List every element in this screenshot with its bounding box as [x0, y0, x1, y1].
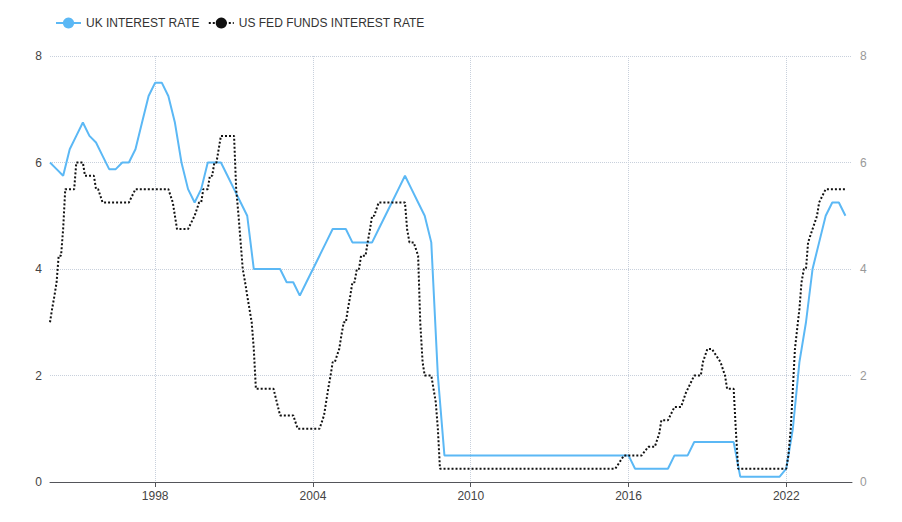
- svg-text:6: 6: [35, 156, 42, 170]
- svg-text:UK INTEREST RATE: UK INTEREST RATE: [86, 16, 200, 30]
- svg-text:2010: 2010: [457, 489, 484, 503]
- svg-text:2: 2: [35, 369, 42, 383]
- svg-text:1998: 1998: [142, 489, 169, 503]
- svg-text:0: 0: [35, 475, 42, 489]
- svg-text:2004: 2004: [300, 489, 327, 503]
- svg-text:8: 8: [860, 49, 867, 63]
- svg-text:4: 4: [860, 262, 867, 276]
- svg-text:US FED FUNDS INTEREST RATE: US FED FUNDS INTEREST RATE: [239, 16, 425, 30]
- svg-text:2022: 2022: [773, 489, 800, 503]
- svg-text:0: 0: [860, 475, 867, 489]
- svg-text:4: 4: [35, 262, 42, 276]
- svg-text:2016: 2016: [615, 489, 642, 503]
- svg-text:8: 8: [35, 49, 42, 63]
- svg-text:6: 6: [860, 156, 867, 170]
- svg-text:2: 2: [860, 369, 867, 383]
